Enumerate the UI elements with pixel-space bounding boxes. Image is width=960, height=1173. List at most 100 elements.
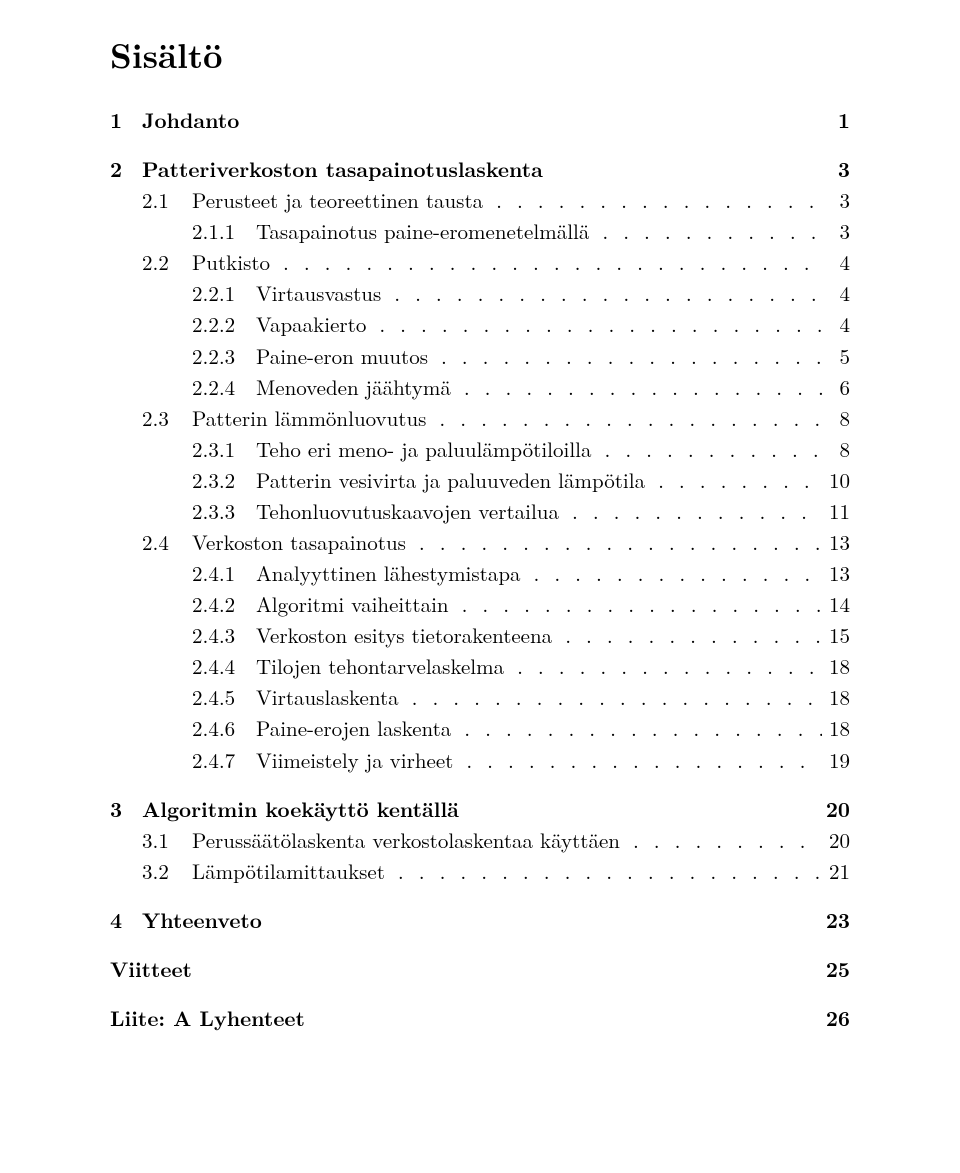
chapter-page: 20 <box>459 794 850 825</box>
leader-dots: . . . . . . . . . . . . . . . . . . . . … <box>460 745 822 776</box>
subsection-page: 18 <box>822 651 850 682</box>
subsection-row: 2.4.7Viimeistely ja virheet . . . . . . … <box>110 745 850 776</box>
leader-dots: . . . . . . . . . . . . . . . . . . . . … <box>528 558 822 589</box>
section-row: 3.2Lämpötilamittaukset . . . . . . . . .… <box>110 856 850 887</box>
chapter-page: 1 <box>239 105 850 136</box>
section-row: 2.4Verkoston tasapainotus . . . . . . . … <box>110 527 850 558</box>
section-page: 20 <box>822 825 850 856</box>
page: Sisältö 1Johdanto12Patteriverkoston tasa… <box>0 0 960 1173</box>
backmatter-label: Liite: A Lyhenteet <box>110 1003 305 1034</box>
chapter-page: 23 <box>262 905 850 936</box>
subsection-label: Viimeistely ja virheet <box>256 745 460 776</box>
leader-dots: . . . . . . . . . . . . . . . . . . . . … <box>599 434 822 465</box>
subsection-page: 10 <box>822 465 850 496</box>
section-label: Verkoston tasapainotus <box>192 527 413 558</box>
subsection-label: Teho eri meno- ja paluulämpötiloilla <box>256 434 599 465</box>
subsection-row: 2.2.4Menoveden jäähtymä . . . . . . . . … <box>110 372 850 403</box>
subsection-number: 2.1.1 <box>192 216 256 247</box>
section-row: 2.2Putkisto . . . . . . . . . . . . . . … <box>110 247 850 278</box>
chapter-page: 3 <box>543 154 850 185</box>
leader-dots: . . . . . . . . . . . . . . . . . . . . … <box>456 589 822 620</box>
subsection-label: Algoritmi vaiheittain <box>256 589 456 620</box>
section-label: Lämpötilamittaukset <box>192 856 392 887</box>
leader-dots: . . . . . . . . . . . . . . . . . . . . … <box>413 527 822 558</box>
backmatter-row: Liite: A Lyhenteet26 <box>110 1003 850 1034</box>
chapter-label: Yhteenveto <box>142 905 262 936</box>
subsection-number: 2.2.4 <box>192 372 256 403</box>
section-number: 2.2 <box>142 247 192 278</box>
subsection-row: 2.1.1Tasapainotus paine-eromenetelmällä … <box>110 216 850 247</box>
subsection-row: 2.4.4Tilojen tehontarvelaskelma . . . . … <box>110 651 850 682</box>
chapter-row: 3Algoritmin koekäyttö kentällä20 <box>110 794 850 825</box>
subsection-page: 4 <box>822 278 850 309</box>
subsection-label: Verkoston esitys tietorakenteena <box>256 620 559 651</box>
subsection-label: Tilojen tehontarvelaskelma <box>256 651 511 682</box>
section-row: 2.1Perusteet ja teoreettinen tausta . . … <box>110 185 850 216</box>
subsection-label: Vapaakierto <box>256 309 373 340</box>
backmatter-label: Viitteet <box>110 954 192 985</box>
section-page: 4 <box>822 247 850 278</box>
subsection-label: Tasapainotus paine-eromenetelmällä <box>256 216 596 247</box>
table-of-contents: 1Johdanto12Patteriverkoston tasapainotus… <box>110 105 850 1034</box>
subsection-number: 2.4.4 <box>192 651 256 682</box>
section-page: 8 <box>822 403 850 434</box>
leader-dots: . . . . . . . . . . . . . . . . . . . . … <box>511 651 822 682</box>
subsection-row: 2.4.6Paine-erojen laskenta . . . . . . .… <box>110 713 850 744</box>
subsection-page: 14 <box>822 589 850 620</box>
subsection-number: 2.4.7 <box>192 745 256 776</box>
subsection-page: 18 <box>822 713 850 744</box>
subsection-number: 2.3.3 <box>192 496 256 527</box>
subsection-label: Virtausvastus <box>256 278 388 309</box>
section-page: 21 <box>822 856 850 887</box>
subsection-row: 2.2.2Vapaakierto . . . . . . . . . . . .… <box>110 309 850 340</box>
subsection-page: 13 <box>822 558 850 589</box>
backmatter-row: Viitteet25 <box>110 954 850 985</box>
chapter-number: 3 <box>110 794 142 825</box>
subsection-page: 18 <box>822 682 850 713</box>
chapter-number: 4 <box>110 905 142 936</box>
subsection-label: Virtauslaskenta <box>256 682 406 713</box>
subsection-label: Paine-eron muutos <box>256 341 435 372</box>
subsection-row: 2.3.3Tehonluovutuskaavojen vertailua . .… <box>110 496 850 527</box>
subsection-row: 2.2.1Virtausvastus . . . . . . . . . . .… <box>110 278 850 309</box>
section-number: 3.2 <box>142 856 192 887</box>
subsection-page: 19 <box>822 745 850 776</box>
subsection-number: 2.2.1 <box>192 278 256 309</box>
subsection-number: 2.2.2 <box>192 309 256 340</box>
section-label: Patterin lämmönluovutus <box>192 403 433 434</box>
leader-dots: . . . . . . . . . . . . . . . . . . . . … <box>277 247 822 278</box>
subsection-page: 15 <box>822 620 850 651</box>
subsection-row: 2.4.3Verkoston esitys tietorakenteena . … <box>110 620 850 651</box>
chapter-label: Patteriverkoston tasapainotuslaskenta <box>142 154 543 185</box>
subsection-page: 5 <box>822 341 850 372</box>
subsection-label: Paine-erojen laskenta <box>256 713 458 744</box>
section-number: 2.3 <box>142 403 192 434</box>
chapter-row: 2Patteriverkoston tasapainotuslaskenta3 <box>110 154 850 185</box>
leader-dots: . . . . . . . . . . . . . . . . . . . . … <box>652 465 822 496</box>
section-number: 2.4 <box>142 527 192 558</box>
backmatter-page: 25 <box>192 954 850 985</box>
leader-dots: . . . . . . . . . . . . . . . . . . . . … <box>373 309 822 340</box>
leader-dots: . . . . . . . . . . . . . . . . . . . . … <box>388 278 822 309</box>
section-page: 13 <box>822 527 850 558</box>
subsection-number: 2.4.3 <box>192 620 256 651</box>
subsection-label: Tehonluovutuskaavojen vertailua <box>256 496 566 527</box>
leader-dots: . . . . . . . . . . . . . . . . . . . . … <box>433 403 822 434</box>
chapter-row: 4Yhteenveto23 <box>110 905 850 936</box>
subsection-number: 2.4.6 <box>192 713 256 744</box>
toc-title: Sisältö <box>110 30 850 79</box>
backmatter-page: 26 <box>305 1003 850 1034</box>
section-page: 3 <box>822 185 850 216</box>
subsection-row: 2.4.2Algoritmi vaiheittain . . . . . . .… <box>110 589 850 620</box>
subsection-page: 3 <box>822 216 850 247</box>
subsection-number: 2.3.1 <box>192 434 256 465</box>
chapter-label: Algoritmin koekäyttö kentällä <box>142 794 459 825</box>
subsection-row: 2.3.2Patterin vesivirta ja paluuveden lä… <box>110 465 850 496</box>
subsection-number: 2.4.2 <box>192 589 256 620</box>
leader-dots: . . . . . . . . . . . . . . . . . . . . … <box>458 713 822 744</box>
section-label: Perussäätölaskenta verkostolaskentaa käy… <box>192 825 627 856</box>
subsection-number: 2.4.1 <box>192 558 256 589</box>
subsection-page: 11 <box>822 496 850 527</box>
subsection-number: 2.3.2 <box>192 465 256 496</box>
section-label: Putkisto <box>192 247 277 278</box>
